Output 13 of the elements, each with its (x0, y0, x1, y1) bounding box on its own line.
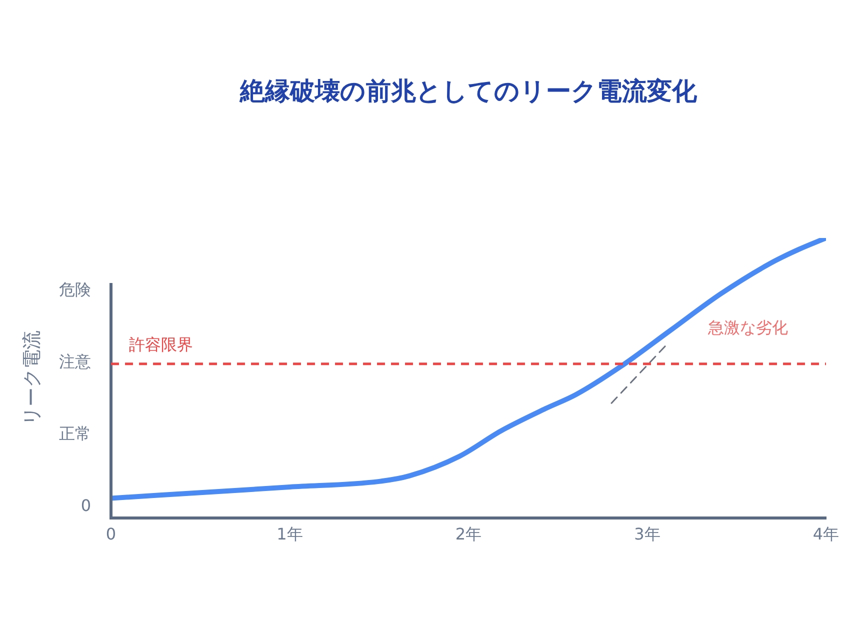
ref-line-label: 許容限界 (129, 335, 193, 354)
x-tick-label: 1年 (276, 524, 303, 544)
category-label: 正常 (59, 424, 91, 443)
category-label: 危険 (59, 280, 91, 299)
chart-title: 絶縁破壊の前兆としてのリーク電流変化 (239, 76, 698, 106)
x-tick-label: 3年 (634, 524, 660, 544)
category-label: 注意 (59, 352, 91, 371)
x-tick-label: 4年 (812, 524, 840, 544)
annotation: 急激な劣化 (707, 318, 788, 338)
category-label: 0 (80, 496, 91, 515)
x-tick-label: 0 (106, 524, 116, 544)
y-axis-title: リーク電流 (20, 330, 43, 426)
x-tick-label: 2年 (455, 524, 482, 544)
